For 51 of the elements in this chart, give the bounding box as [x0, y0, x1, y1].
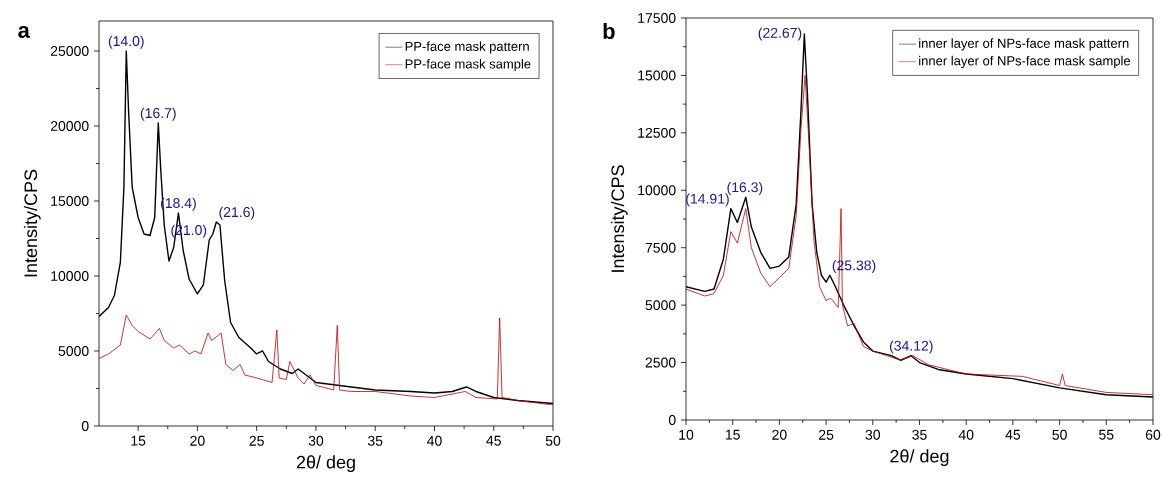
x-tick-label: 25: [819, 429, 834, 440]
x-tick-label: 40: [958, 429, 974, 440]
x-tick-label: 35: [367, 435, 383, 446]
y-tick-label: 7500: [645, 242, 676, 253]
y-axis-title: Intensity/CPS: [610, 165, 628, 272]
x-tick-label: 55: [1099, 429, 1114, 440]
y-tick-label: 0: [81, 421, 89, 431]
x-tick-label: 25: [249, 435, 264, 446]
legend-label: inner layer of NPs-face mask sample: [919, 55, 1131, 68]
x-tick-label: 45: [486, 435, 501, 446]
y-axis-title: Intensity/CPS: [23, 169, 41, 277]
y-tick-label: 5000: [645, 300, 676, 311]
y-tick-label: 5000: [58, 346, 89, 356]
x-tick-label: 15: [725, 429, 740, 440]
y-tick-label: 0: [668, 415, 676, 425]
y-tick-label: 17500: [638, 13, 676, 23]
chart-title: b: [603, 22, 615, 40]
annotation: (22.67): [758, 27, 802, 41]
line-series: [99, 314, 554, 406]
x-tick-label: 40: [427, 435, 442, 446]
y-tick-label: 2500: [645, 357, 676, 368]
x-axis-title: 2θ/ deg: [296, 455, 355, 473]
annotation: (21.6): [219, 206, 255, 220]
legend-label: PP-face mask pattern: [405, 41, 529, 54]
annotation: (16.3): [727, 181, 763, 195]
y-tick-label: 15000: [51, 196, 89, 206]
annotation: (14.0): [108, 35, 144, 49]
x-tick-label: 20: [772, 429, 787, 440]
x-axis-title: 2θ/ deg: [890, 449, 949, 467]
x-tick-label: 30: [308, 435, 324, 446]
x-tick-label: 10: [679, 429, 694, 440]
y-tick-label: 10000: [638, 185, 676, 196]
legend-label: PP-face mask sample: [405, 58, 531, 72]
y-tick-label: 10000: [51, 271, 89, 281]
x-tick-label: 35: [912, 429, 927, 440]
x-tick-label: 50: [545, 435, 561, 446]
annotation: (14.91): [686, 193, 729, 207]
x-tick-label: 45: [1005, 429, 1021, 440]
chart-title: a: [18, 25, 30, 38]
x-tick-label: 15: [131, 435, 146, 446]
annotation: (16.7): [140, 107, 176, 121]
y-tick-label: 15000: [638, 70, 676, 81]
x-tick-label: 60: [1145, 429, 1161, 440]
y-tick-label: 25000: [50, 46, 89, 56]
y-tick-label: 12500: [638, 127, 676, 138]
legend-label: inner layer of NPs-face mask pattern: [919, 38, 1129, 51]
x-tick-label: 30: [865, 429, 881, 440]
annotation: (34.12): [889, 340, 933, 354]
x-tick-label: 20: [190, 435, 205, 446]
y-tick-label: 20000: [50, 121, 89, 131]
x-tick-label: 50: [1052, 429, 1067, 440]
